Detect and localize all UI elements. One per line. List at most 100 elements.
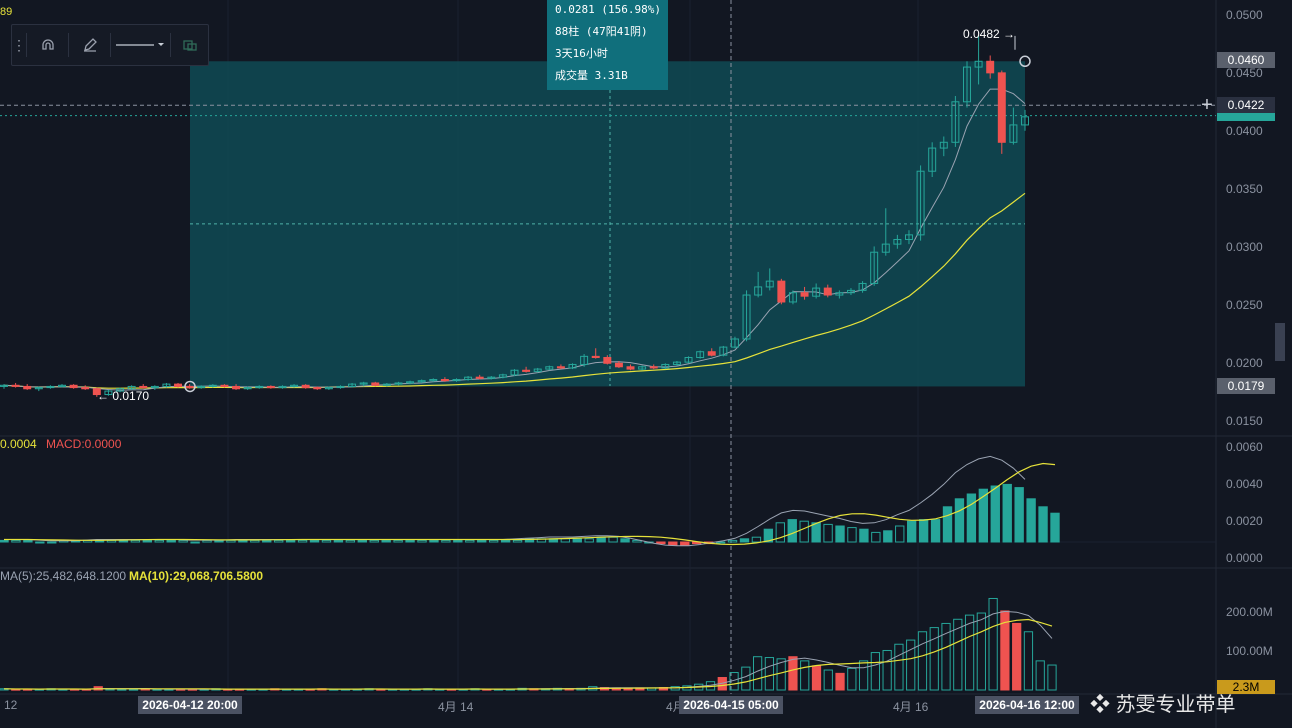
volume-bar <box>964 614 975 691</box>
candle-body <box>916 170 925 236</box>
macd-histogram-bar <box>859 528 869 543</box>
candle-body <box>870 251 879 284</box>
volume-bar <box>858 660 869 691</box>
candle-body <box>893 238 902 245</box>
candle-body <box>545 366 554 370</box>
macd-histogram-bar <box>321 539 332 543</box>
macd-histogram-bar <box>823 523 833 543</box>
macd-histogram-bar <box>1026 498 1036 543</box>
watermark-text: 苏雯专业带单 <box>1115 694 1236 716</box>
candle-body <box>649 366 658 369</box>
crosshair-plus-icon[interactable]: + <box>1201 94 1213 116</box>
candle-body <box>742 294 751 340</box>
magnet-icon[interactable] <box>28 25 68 65</box>
macd-histogram-bar <box>190 541 200 544</box>
price-tag-high: 0.0460 <box>1217 52 1275 68</box>
volume-ma10: MA(10):29,068,706.5800 <box>129 569 264 583</box>
volume-bar <box>953 618 963 691</box>
macd-histogram-bar <box>465 539 475 543</box>
macd-histogram-bar <box>560 538 571 543</box>
volume-axis-label: 200.00M <box>1226 605 1273 619</box>
candle-body <box>452 379 461 382</box>
macd-histogram-bar <box>1038 506 1048 543</box>
macd-histogram-bar <box>35 541 45 544</box>
layers-icon[interactable] <box>172 25 208 65</box>
macd-histogram-bar <box>369 539 379 543</box>
macd-histogram-bar <box>930 519 941 543</box>
macd-histogram-bar <box>1050 512 1060 543</box>
macd-histogram-bar <box>751 536 762 543</box>
tooltip-change: 0.0281 (156.98%) <box>555 3 661 16</box>
tooltip-volume: 成交量 3.31B <box>555 69 628 82</box>
price-tag-crosshair: 0.0422 <box>1217 97 1275 113</box>
macd-axis-label: 0.0060 <box>1226 440 1263 454</box>
candle-body <box>1009 124 1018 143</box>
candle-body <box>69 384 78 389</box>
candle-body <box>986 60 995 74</box>
macd-histogram-bar <box>799 520 809 543</box>
macd-histogram-bar <box>47 541 57 544</box>
macd-histogram-bar <box>262 539 272 543</box>
macd-value: MACD:0.0000 <box>46 437 122 451</box>
candle-body <box>812 287 821 297</box>
candle-body <box>417 380 426 383</box>
candle-body <box>92 388 101 396</box>
macd-histogram-bar <box>572 538 582 543</box>
macd-histogram-bar <box>309 539 320 543</box>
candle-body <box>928 147 937 172</box>
volume-bar <box>1023 631 1034 691</box>
high-annotation: 0.0482 → <box>963 27 1016 41</box>
macd-histogram-bar <box>763 528 774 543</box>
candle-body <box>963 66 971 103</box>
candle-body <box>348 383 357 387</box>
drag-handle-icon[interactable]: ⋮ <box>12 36 26 53</box>
macd-histogram-bar <box>668 541 678 546</box>
macd-histogram-bar <box>727 539 738 543</box>
volume-bar <box>870 652 880 691</box>
price-label: 0.0250 <box>1226 298 1263 312</box>
macd-histogram-bar <box>381 539 391 543</box>
volume-bar <box>764 657 775 691</box>
candle-body <box>522 369 531 372</box>
measure-start-handle <box>184 380 196 393</box>
candle-body <box>336 385 345 389</box>
line-style-icon[interactable] <box>112 25 168 65</box>
price-ma-slow-line <box>3 192 1026 389</box>
macd-histogram-bar <box>238 539 248 543</box>
volume-ma5: MA(5):25,482,648.1200 <box>0 569 127 583</box>
macd-histogram-bar <box>620 538 630 543</box>
price-label: 0.0400 <box>1226 124 1263 138</box>
candle-body <box>232 385 241 390</box>
macd-axis-label: 0.0000 <box>1226 551 1263 565</box>
macd-histogram-bar <box>739 538 750 543</box>
candle-body <box>58 384 66 387</box>
macd-histogram-bar <box>214 539 224 543</box>
macd-histogram-bar <box>0 539 9 543</box>
macd-histogram-bar <box>871 531 881 543</box>
candle-body <box>719 346 728 356</box>
macd-histogram-bar <box>715 541 726 544</box>
candle-body <box>208 384 217 387</box>
macd-histogram-bar <box>142 539 152 543</box>
candle-body <box>382 383 391 386</box>
candle-body <box>0 384 8 387</box>
candle-body <box>220 384 229 387</box>
volume-bar <box>894 643 904 691</box>
price-label: 0.0300 <box>1226 240 1263 254</box>
candle-body <box>777 280 786 303</box>
macd-histogram-bar <box>835 525 845 543</box>
candle-body <box>290 384 299 387</box>
volume-bar <box>917 631 928 691</box>
macd-histogram-bar <box>23 539 33 543</box>
time-box-crosshair: 2026-04-15 05:00 <box>679 696 783 714</box>
macd-histogram-bar <box>907 520 917 543</box>
candle-body <box>696 351 705 359</box>
macd-dea-line <box>4 462 1056 546</box>
candle-body <box>997 72 1006 143</box>
candle-body <box>800 292 809 297</box>
macd-histogram-bar <box>942 506 953 543</box>
candle-body <box>904 234 913 240</box>
pencil-icon[interactable] <box>70 25 110 65</box>
macd-axis-label: 0.0040 <box>1226 477 1263 491</box>
